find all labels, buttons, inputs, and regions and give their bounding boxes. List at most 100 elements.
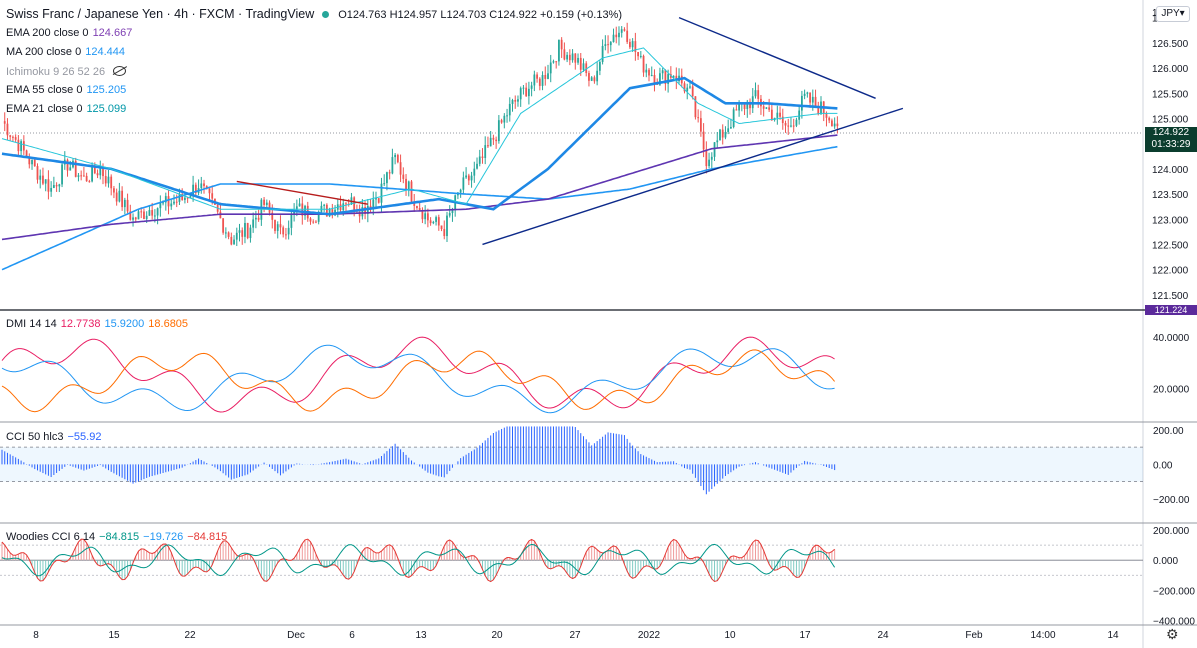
eye-crossed-icon[interactable] [113,66,127,76]
candle-body [315,221,317,223]
candle-body [607,44,609,46]
candle-body [514,100,517,102]
candle [435,215,437,226]
candle [290,211,293,236]
time-tick-label: 27 [569,630,581,641]
candle [620,26,623,38]
candle-body [14,137,17,140]
candle-body [828,117,831,121]
candle-body [503,115,506,123]
legend-ema200[interactable]: EMA 200 close 0 124.667 [6,27,133,39]
candle-body [153,215,156,217]
candle [295,199,298,217]
candle [476,157,478,170]
candle [345,202,347,213]
trendline-2 [482,107,904,246]
candle-body [601,45,604,62]
candle [781,108,784,130]
candle-body [536,74,538,79]
candle [175,194,178,208]
time-tick-label: 10 [724,630,736,641]
candle-body [659,73,661,85]
candle [391,148,394,175]
candle-body [451,209,454,214]
cci-histogram [1,426,836,495]
candle [699,110,702,137]
legend-woodies[interactable]: Woodies CCI 6 14 −84.815 −19.726 −84.815 [6,531,228,543]
candle [604,35,607,51]
ohlc-values: O124.763 H124.957 L124.703 C124.922 +0.1… [338,9,623,21]
candle-body [383,183,386,185]
candle-body [672,75,675,78]
candle [588,70,590,87]
candle [446,211,448,243]
candle [58,183,61,193]
candle [708,152,710,169]
candle-body [52,185,55,188]
candle-body [178,193,181,202]
candle-body [394,154,397,158]
candle-body [61,164,63,185]
candle-body [833,123,836,127]
candle [525,82,528,98]
candle-body [585,63,588,74]
candle-body [691,86,694,97]
candle-body [508,103,511,116]
candle [530,81,533,97]
candle-body [749,101,751,109]
candle-body [653,75,656,84]
symbol-title[interactable]: Swiss Franc / Japanese Yen · 4h · FXCM ·… [6,7,315,21]
legend-ema21[interactable]: EMA 21 close 0 125.099 [6,103,127,115]
candle [828,116,831,124]
candle-body [405,178,407,190]
candle-body [295,206,298,210]
candle-body [159,202,162,209]
candle-body [110,176,113,189]
currency-button[interactable]: JPY▾ [1156,6,1190,22]
candle [787,118,790,135]
candle [312,219,315,224]
symbol-header: Swiss Franc / Japanese Yen · 4h · FXCM ·… [6,7,622,21]
candle [233,235,235,245]
candle-body [743,103,746,109]
legend-cci[interactable]: CCI 50 hlc3 −55.92 [6,431,102,443]
candle [503,113,506,129]
candle-body [167,196,170,207]
candle [88,179,91,183]
candle [418,202,421,212]
legend-ichimoku[interactable]: Ichimoku 9 26 52 26 [6,65,130,79]
candle [792,118,795,133]
candle [66,158,69,177]
candle [230,232,233,246]
candle [167,189,170,215]
candle [749,98,751,115]
legend-ma200[interactable]: MA 200 close 0 124.444 [6,46,125,58]
legend-ema200-value: 124.667 [92,27,133,39]
candle [582,58,585,72]
candle-body [123,199,126,208]
candle [410,180,413,203]
candle-body [47,179,50,192]
candle [473,161,476,183]
candle [203,179,205,194]
candle-body [465,175,467,178]
candle-body [173,201,175,204]
candle-body [107,176,110,184]
candle [596,62,599,86]
candle-body [637,52,639,57]
candle [790,116,792,128]
legend-ema55[interactable]: EMA 55 close 0 125.205 [6,84,127,96]
candle-body [285,234,287,236]
candle-body [593,77,596,82]
candle-body [831,120,833,127]
settings-gear-icon[interactable]: ⚙ [1166,626,1179,642]
candle-body [342,203,345,211]
candle-body [265,202,268,205]
candle [416,205,418,210]
candle-body [661,70,664,74]
candle [159,195,162,217]
candle [402,167,405,184]
candle [252,212,255,233]
legend-dmi[interactable]: DMI 14 14 12.7738 15.9200 18.6805 [6,318,189,330]
candle [407,180,410,197]
